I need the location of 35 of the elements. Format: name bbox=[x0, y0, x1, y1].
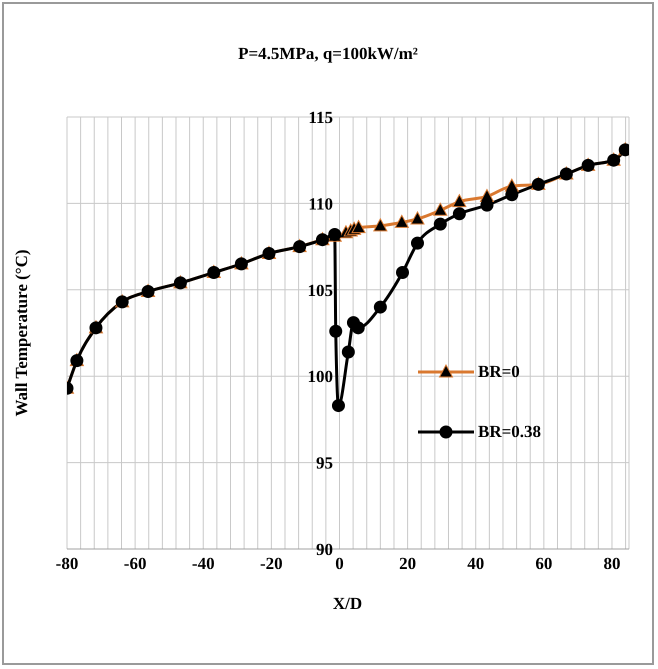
x-tick-label: 20 bbox=[399, 554, 416, 574]
point bbox=[452, 194, 466, 208]
y-tick-label: 115 bbox=[308, 108, 333, 127]
x-tick-label: -40 bbox=[192, 554, 215, 574]
x-tick-label: -60 bbox=[124, 554, 146, 574]
y-axis-title: Wall Temperature (°C) bbox=[12, 249, 32, 417]
point bbox=[374, 300, 387, 314]
y-tick-label: 90 bbox=[316, 540, 333, 559]
point bbox=[396, 266, 409, 280]
x-tick-label: 40 bbox=[467, 554, 484, 574]
point bbox=[352, 321, 365, 334]
legend-label: BR=0.38 bbox=[478, 422, 542, 442]
point bbox=[342, 346, 355, 359]
point bbox=[452, 207, 466, 220]
x-tick-label: -80 bbox=[56, 554, 78, 574]
x-tick-label: -20 bbox=[260, 554, 283, 574]
legend-label: BR=0 bbox=[478, 362, 520, 382]
chart-title: P=4.5MPa, q=100kW/m² bbox=[237, 44, 419, 64]
point bbox=[332, 399, 345, 412]
y-tick-label: 110 bbox=[308, 194, 333, 214]
point bbox=[410, 211, 424, 224]
point bbox=[329, 324, 342, 338]
point bbox=[373, 218, 388, 232]
x-axis-title: X/D bbox=[332, 594, 364, 614]
y-tick-label: 100 bbox=[307, 367, 333, 386]
point bbox=[352, 220, 366, 234]
y-tick-label: 105 bbox=[307, 280, 333, 300]
point bbox=[433, 202, 448, 216]
x-tick-label: 60 bbox=[535, 554, 552, 574]
x-tick-label: 0 bbox=[335, 554, 344, 574]
point bbox=[410, 236, 424, 250]
point bbox=[434, 218, 447, 231]
y-tick-label: 95 bbox=[316, 454, 333, 473]
point bbox=[394, 214, 409, 228]
x-tick-label: 80 bbox=[603, 554, 620, 574]
